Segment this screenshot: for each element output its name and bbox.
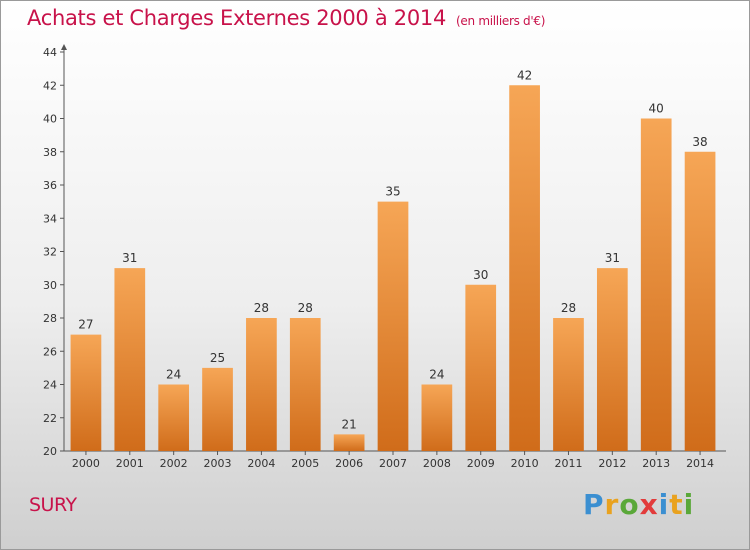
bar-2007 xyxy=(377,201,409,451)
bar-2001 xyxy=(114,268,146,451)
data-label-2000: 27 xyxy=(78,318,93,332)
y-tick-label: 40 xyxy=(43,113,57,126)
data-label-2011: 28 xyxy=(561,301,576,315)
x-tick-label: 2005 xyxy=(291,457,319,470)
y-tick-label: 20 xyxy=(43,445,57,458)
brand-letter: t xyxy=(669,488,684,521)
x-tick-label: 2013 xyxy=(642,457,670,470)
data-label-2014: 38 xyxy=(692,135,707,149)
y-tick-label: 32 xyxy=(43,246,57,259)
data-label-2012: 31 xyxy=(605,251,620,265)
y-tick-label: 28 xyxy=(43,312,57,325)
y-tick-label: 22 xyxy=(43,412,57,425)
bar-2004 xyxy=(246,318,277,451)
y-tick-label: 38 xyxy=(43,146,57,159)
y-tick-label: 30 xyxy=(43,279,57,292)
data-label-2003: 25 xyxy=(210,351,225,365)
bar-2013 xyxy=(640,118,672,451)
chart-title-text: Achats et Charges Externes 2000 à 2014 xyxy=(27,6,447,30)
x-tick-label: 2006 xyxy=(335,457,363,470)
y-tick-label: 44 xyxy=(43,46,57,59)
x-tick-label: 2011 xyxy=(554,457,582,470)
chart-subtitle: (en milliers d'€) xyxy=(456,14,546,28)
bar-2002 xyxy=(158,384,190,451)
data-label-2006: 21 xyxy=(341,417,356,431)
x-tick-label: 2008 xyxy=(423,457,451,470)
bar-2000 xyxy=(70,334,102,451)
bar-2008 xyxy=(421,384,453,451)
data-label-2004: 28 xyxy=(254,301,269,315)
brand-letter: x xyxy=(639,488,659,521)
x-tick-label: 2002 xyxy=(160,457,188,470)
bar-2006 xyxy=(333,434,365,451)
data-label-2001: 31 xyxy=(122,251,137,265)
commune-name: SURY xyxy=(29,494,77,516)
y-axis-arrow xyxy=(61,44,67,50)
x-tick-label: 2000 xyxy=(72,457,100,470)
bar-2005 xyxy=(289,318,321,451)
bar-2012 xyxy=(596,268,628,451)
proxiti-logo[interactable]: Proxiti xyxy=(583,488,694,521)
x-tick-label: 2007 xyxy=(379,457,407,470)
data-label-2005: 28 xyxy=(298,301,313,315)
bar-2014 xyxy=(684,151,716,451)
brand-letter: o xyxy=(619,488,640,521)
x-tick-label: 2014 xyxy=(686,457,714,470)
data-label-2002: 24 xyxy=(166,368,181,382)
data-label-2008: 24 xyxy=(429,368,444,382)
data-label-2010: 42 xyxy=(517,68,532,82)
x-tick-label: 2004 xyxy=(247,457,275,470)
brand-letter: i xyxy=(658,488,670,521)
chart-title: Achats et Charges Externes 2000 à 2014 (e… xyxy=(27,6,545,30)
data-label-2013: 40 xyxy=(649,102,664,116)
brand-letter: r xyxy=(604,488,620,521)
y-tick-label: 36 xyxy=(43,179,57,192)
x-tick-label: 2009 xyxy=(467,457,495,470)
bar-2011 xyxy=(553,318,584,451)
x-tick-label: 2001 xyxy=(116,457,144,470)
data-label-2007: 35 xyxy=(385,185,400,199)
brand-letter: P xyxy=(583,488,605,521)
y-tick-label: 34 xyxy=(43,212,57,225)
y-tick-label: 42 xyxy=(43,79,57,92)
y-tick-label: 24 xyxy=(43,379,57,392)
brand-letter: i xyxy=(683,488,695,521)
x-tick-label: 2003 xyxy=(204,457,232,470)
data-label-2009: 30 xyxy=(473,268,488,282)
bar-2010 xyxy=(509,85,540,451)
bar-2003 xyxy=(202,367,233,451)
bar-2009 xyxy=(465,284,497,451)
y-tick-label: 26 xyxy=(43,345,57,358)
x-tick-label: 2012 xyxy=(598,457,626,470)
x-tick-label: 2010 xyxy=(511,457,539,470)
